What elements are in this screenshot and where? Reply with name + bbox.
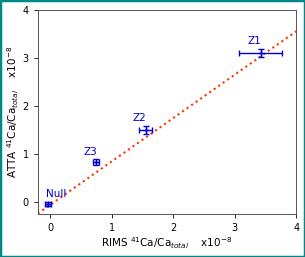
X-axis label: RIMS $^{41}$Ca/Ca$_{total}$    x10$^{-8}$: RIMS $^{41}$Ca/Ca$_{total}$ x10$^{-8}$ — [102, 236, 233, 251]
Text: Null: Null — [46, 189, 67, 199]
Text: Z2: Z2 — [132, 113, 146, 123]
Y-axis label: ATTA $^{41}$Ca/Ca$_{total}$    x10$^{-8}$: ATTA $^{41}$Ca/Ca$_{total}$ x10$^{-8}$ — [5, 45, 21, 178]
Text: Z1: Z1 — [247, 36, 261, 46]
Text: Z3: Z3 — [84, 147, 98, 157]
